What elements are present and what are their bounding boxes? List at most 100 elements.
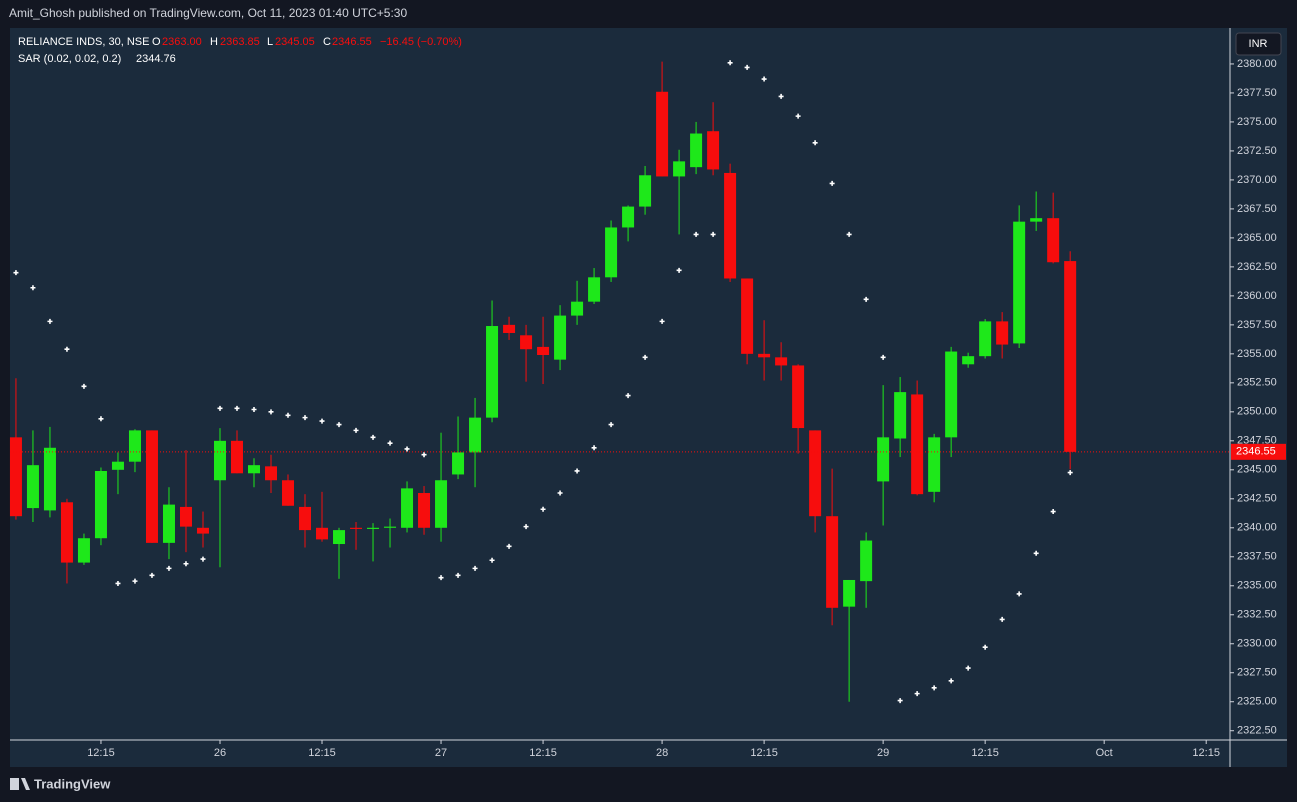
sar-dot	[183, 561, 189, 567]
brand-logo	[10, 778, 30, 790]
sar-dot	[948, 678, 954, 684]
candle-body	[282, 480, 295, 506]
candle-body	[996, 321, 1009, 345]
x-tick-label: 12:15	[1192, 747, 1220, 759]
candle-body	[809, 430, 822, 517]
sar-dot	[455, 572, 461, 578]
candle-body	[979, 321, 992, 357]
sar-dot	[659, 318, 665, 324]
y-tick-label: 2377.50	[1237, 87, 1277, 99]
candle-body	[537, 346, 550, 356]
x-tick-label: 12:15	[971, 747, 999, 759]
candle-body	[418, 493, 431, 528]
y-tick-label: 2345.00	[1237, 464, 1277, 476]
y-tick-label: 2370.00	[1237, 174, 1277, 186]
candle-body	[1030, 218, 1043, 222]
candle-body	[77, 538, 90, 563]
candle-body	[333, 530, 346, 545]
sar-dot	[353, 427, 359, 433]
sar-dot	[268, 409, 274, 415]
y-tick-label: 2380.00	[1237, 58, 1277, 70]
y-tick-label: 2362.50	[1237, 261, 1277, 273]
candle-body	[894, 392, 907, 439]
sar-dot	[64, 346, 70, 352]
ohlc-letter: O	[152, 36, 161, 48]
sar-dot	[132, 578, 138, 584]
candle-body	[877, 437, 890, 482]
y-tick-label: 2352.50	[1237, 377, 1277, 389]
sar-dot	[829, 180, 835, 186]
candle-body	[860, 540, 873, 582]
candle-body	[230, 440, 243, 474]
candle-body	[401, 488, 414, 528]
y-tick-label: 2337.50	[1237, 551, 1277, 563]
currency-box[interactable]	[1235, 32, 1282, 56]
sar-dot	[897, 698, 903, 704]
ohlc-value: 2363.00	[162, 36, 202, 48]
y-tick-label: 2325.00	[1237, 696, 1277, 708]
candle-body	[928, 437, 941, 492]
y-tick-label: 2375.00	[1237, 116, 1277, 128]
ohlc-value: 2346.55	[332, 36, 372, 48]
sar-dot	[795, 113, 801, 119]
y-tick-label: 2332.50	[1237, 609, 1277, 621]
candle-body	[588, 277, 601, 302]
candle-body	[673, 161, 686, 177]
sar-dot	[336, 422, 342, 428]
sar-dot	[999, 616, 1005, 622]
y-tick-label: 2327.50	[1237, 667, 1277, 679]
sar-dot	[676, 267, 682, 273]
sar-dot	[251, 407, 257, 413]
y-tick-label: 2360.00	[1237, 290, 1277, 302]
y-tick-label: 2372.50	[1237, 145, 1277, 157]
sar-dot	[744, 64, 750, 70]
sar-dot	[693, 231, 699, 237]
candle-body	[775, 357, 788, 366]
sar-dot	[438, 575, 444, 581]
sar-dot	[642, 354, 648, 360]
sar-dot	[30, 285, 36, 291]
indicator-name: SAR (0.02, 0.02, 0.2)	[18, 53, 121, 65]
candle-body	[265, 466, 278, 481]
sar-dot	[421, 452, 427, 458]
y-tick-label: 2350.00	[1237, 406, 1277, 418]
candle-body	[639, 175, 652, 207]
candle-body	[656, 91, 669, 177]
candle-body	[316, 527, 329, 540]
sar-dot	[727, 60, 733, 66]
sar-dot	[404, 446, 410, 452]
sar-dot	[778, 93, 784, 99]
candle-body	[43, 447, 56, 511]
sar-dot	[1067, 470, 1073, 476]
candle-body	[826, 516, 839, 608]
sar-dot	[234, 405, 240, 411]
candle-body	[213, 440, 226, 481]
brand: TradingView	[34, 776, 111, 791]
candle-body	[690, 133, 703, 168]
sar-dot	[81, 383, 87, 389]
y-tick-label: 2355.00	[1237, 348, 1277, 360]
candle-body	[384, 526, 397, 528]
candle-body	[843, 579, 856, 607]
ohlc-letter: C	[323, 36, 331, 48]
x-tick-label: Oct	[1096, 747, 1113, 759]
candle-body	[1064, 261, 1077, 452]
candle-body	[758, 353, 771, 358]
sar-dot	[965, 665, 971, 671]
symbol: RELIANCE INDS, 30, NSE	[18, 36, 149, 48]
sar-dot	[761, 76, 767, 82]
sar-dot	[812, 140, 818, 146]
sar-dot	[710, 231, 716, 237]
indicator-value: 2344.76	[136, 53, 176, 65]
sar-dot	[1050, 509, 1056, 515]
x-tick-label: 27	[435, 747, 447, 759]
sar-dot	[47, 318, 53, 324]
candle-body	[9, 437, 22, 517]
sar-dot	[489, 557, 495, 563]
sar-dot	[166, 565, 172, 571]
candle-body	[520, 335, 533, 350]
sar-dot	[914, 691, 920, 697]
sar-dot	[846, 231, 852, 237]
currency[interactable]: INR	[1249, 38, 1268, 50]
